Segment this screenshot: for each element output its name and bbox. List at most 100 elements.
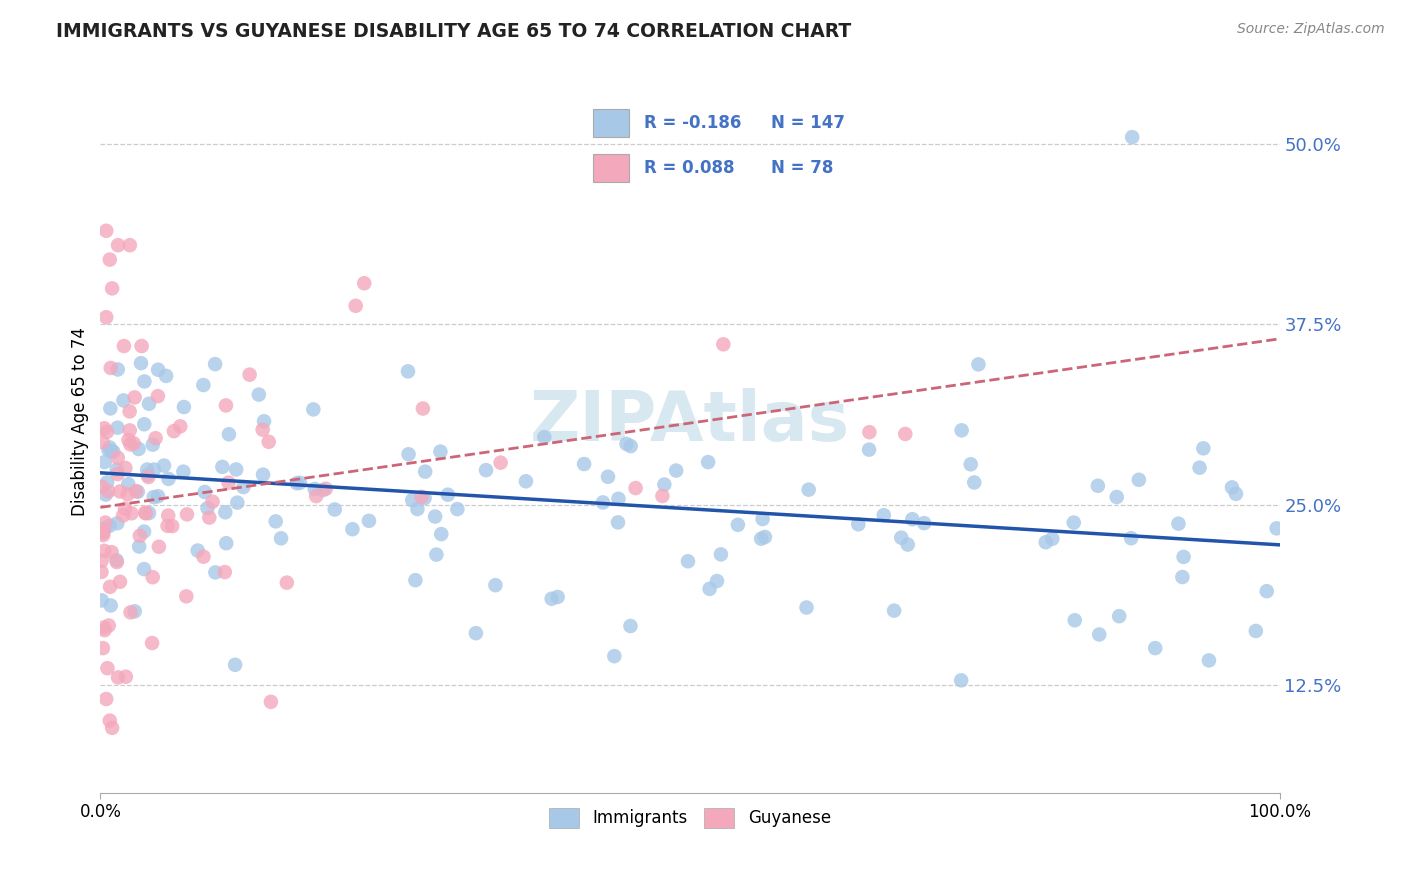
Point (1108, 609, 1130, 624)
Point (90, 554, 112, 568)
Point (406, 502, 429, 516)
Point (193, 549, 215, 564)
Point (107, 362, 129, 376)
Point (93, 455, 115, 469)
Point (160, 519, 183, 533)
Point (91, 435, 114, 450)
Point (1087, 479, 1109, 493)
Point (218, 475, 240, 490)
Point (96, 310, 118, 325)
Point (107, 467, 129, 481)
Point (98, 252, 121, 267)
Point (1063, 613, 1085, 627)
Point (96, 661, 118, 675)
Point (118, 238, 141, 252)
Point (93, 524, 115, 539)
Point (97, 618, 120, 632)
Point (122, 436, 145, 450)
Point (90, 593, 112, 607)
Point (215, 536, 238, 550)
Point (304, 482, 326, 496)
Point (464, 626, 486, 640)
Point (141, 636, 163, 650)
Point (1220, 480, 1243, 494)
Point (103, 445, 125, 459)
Point (134, 417, 156, 432)
Point (950, 673, 973, 688)
Point (437, 488, 460, 502)
Point (100, 599, 122, 613)
Point (315, 482, 337, 496)
Y-axis label: Disability Age 65 to 74: Disability Age 65 to 74 (72, 327, 89, 516)
Point (93, 620, 115, 634)
Point (883, 604, 905, 618)
Text: R = -0.186: R = -0.186 (644, 114, 741, 132)
Point (194, 485, 217, 500)
Point (963, 475, 986, 490)
Point (252, 423, 274, 437)
Point (101, 281, 124, 295)
Point (711, 337, 734, 351)
Point (107, 420, 129, 434)
Point (128, 442, 150, 456)
Point (533, 430, 555, 444)
Point (1265, 521, 1288, 535)
Point (176, 508, 198, 522)
Point (98, 714, 121, 728)
Point (132, 562, 155, 576)
Point (93, 544, 115, 558)
Point (489, 456, 512, 470)
Point (193, 378, 215, 392)
Point (1198, 653, 1220, 667)
Point (413, 465, 436, 479)
Point (357, 514, 380, 528)
Point (226, 495, 249, 509)
Point (105, 462, 128, 476)
Point (157, 472, 180, 486)
Point (204, 357, 226, 371)
Point (751, 512, 773, 526)
Point (138, 470, 160, 484)
Point (107, 670, 129, 684)
Point (616, 437, 638, 451)
Point (1244, 624, 1267, 638)
Point (592, 495, 614, 509)
Text: Source: ZipAtlas.com: Source: ZipAtlas.com (1237, 22, 1385, 37)
Point (94, 516, 117, 530)
Point (411, 490, 433, 504)
Point (276, 575, 298, 590)
Point (607, 516, 630, 530)
Point (288, 475, 311, 490)
Point (142, 462, 165, 476)
Point (547, 590, 569, 604)
Point (654, 477, 676, 491)
Point (302, 402, 325, 417)
Point (101, 721, 124, 735)
Point (211, 459, 233, 474)
Point (172, 465, 194, 479)
Point (96, 425, 118, 439)
Text: N = 78: N = 78 (770, 160, 834, 178)
Point (173, 400, 195, 414)
Point (252, 467, 274, 482)
Point (1105, 490, 1128, 504)
Point (1035, 535, 1057, 549)
Point (153, 458, 176, 473)
Point (846, 517, 869, 532)
Point (224, 657, 246, 672)
Point (218, 427, 240, 442)
Point (146, 389, 169, 403)
FancyBboxPatch shape (592, 154, 628, 183)
Point (118, 424, 141, 438)
Point (169, 419, 191, 434)
Point (1225, 487, 1247, 501)
Point (264, 515, 287, 529)
Point (91, 528, 114, 542)
Point (620, 439, 643, 453)
Point (1256, 584, 1278, 599)
Point (1144, 641, 1167, 656)
Point (134, 506, 156, 520)
Point (404, 573, 426, 587)
Point (214, 565, 236, 579)
Point (125, 484, 148, 499)
